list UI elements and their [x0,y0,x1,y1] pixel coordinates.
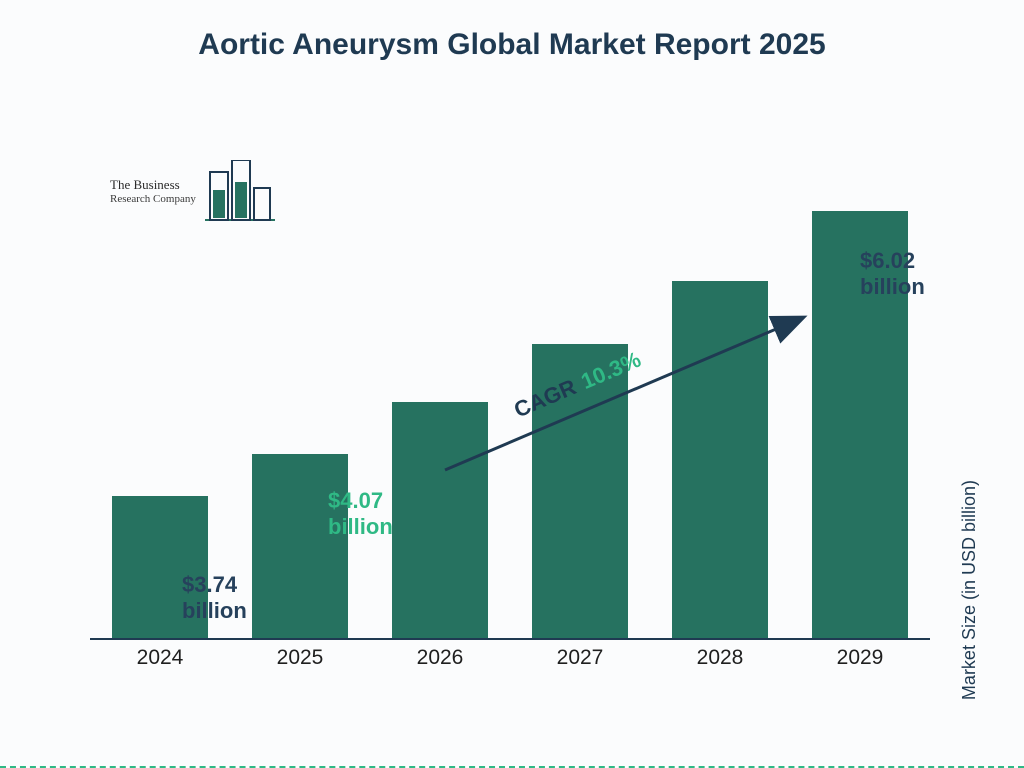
x-tick-label: 2026 [370,646,510,670]
x-tick-label: 2027 [510,646,650,670]
value-label: $4.07billion [328,488,393,540]
x-tick-label: 2025 [230,646,370,670]
bar-slot [90,138,230,638]
x-tick-label: 2029 [790,646,930,670]
value-label: $3.74billion [182,572,247,624]
value-label: $6.02 billion [860,248,930,300]
x-axis-labels: 202420252026202720282029 [90,640,930,680]
page-title: Aortic Aneurysm Global Market Report 202… [0,28,1024,62]
x-tick-label: 2024 [90,646,230,670]
bar [392,402,488,638]
bars-container [90,138,930,638]
bar-slot [230,138,370,638]
bar-slot [650,138,790,638]
y-axis-label: Market Size (in USD billion) [959,480,980,700]
bar [252,454,348,638]
canvas: Aortic Aneurysm Global Market Report 202… [0,0,1024,768]
bar-slot [370,138,510,638]
bar-slot [790,138,930,638]
x-tick-label: 2028 [650,646,790,670]
bar [672,281,768,639]
bar-chart: 202420252026202720282029 Market Size (in… [90,120,930,680]
